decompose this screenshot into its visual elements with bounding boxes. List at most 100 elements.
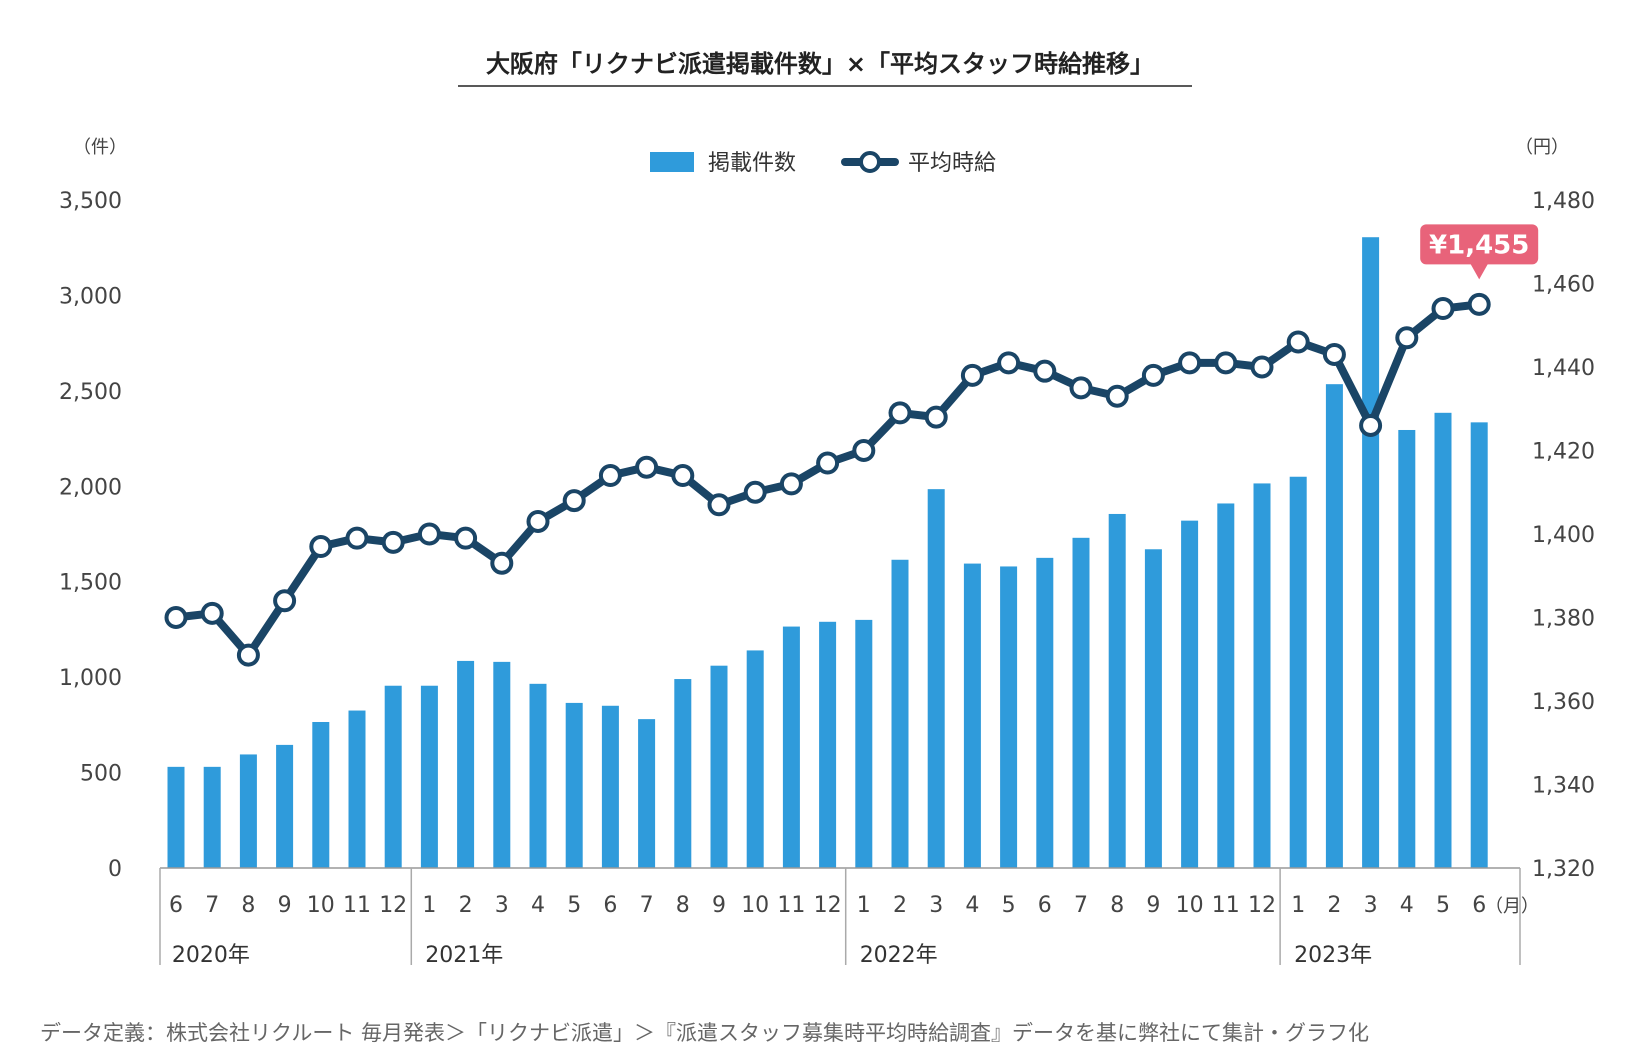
bar xyxy=(276,744,294,868)
x-tick-label: 12 xyxy=(1248,893,1276,918)
line-point xyxy=(707,493,731,517)
left-axis-ticks: 0 500 1,000 1,500 2,000 2,500 3,000 3,500 xyxy=(59,189,122,882)
bar xyxy=(855,619,873,868)
line-point xyxy=(381,530,405,554)
line-point xyxy=(1322,342,1346,366)
bar xyxy=(891,559,909,868)
bar xyxy=(348,710,366,868)
line-point xyxy=(1033,359,1057,383)
bar xyxy=(927,489,945,868)
bar xyxy=(710,665,728,868)
bar xyxy=(782,626,800,868)
x-tick-label: 6 xyxy=(169,893,183,918)
left-tick-label: 1,000 xyxy=(59,666,122,691)
year-label: 2023年 xyxy=(1294,943,1372,968)
bar xyxy=(529,683,547,868)
left-tick-label: 3,500 xyxy=(59,189,122,214)
legend-bar-swatch xyxy=(650,152,694,172)
right-tick-label: 1,380 xyxy=(1532,607,1595,632)
line-point xyxy=(526,509,550,533)
x-tick-label: 7 xyxy=(205,893,219,918)
line-point xyxy=(417,522,441,546)
line-point xyxy=(888,401,912,425)
right-tick-label: 1,400 xyxy=(1532,523,1595,548)
right-tick-label: 1,480 xyxy=(1532,189,1595,214)
legend: 掲載件数 平均時給 xyxy=(650,151,996,176)
last-value-callout: ¥1,455 xyxy=(1420,224,1539,280)
legend-bar-label: 掲載件数 xyxy=(708,151,796,176)
line-point xyxy=(273,589,297,613)
bar xyxy=(1181,520,1199,868)
line-point xyxy=(345,526,369,550)
legend-line-marker xyxy=(859,151,881,173)
legend-line-label: 平均時給 xyxy=(908,151,996,176)
bar xyxy=(384,685,402,868)
right-tick-label: 1,360 xyxy=(1532,690,1595,715)
right-tick-label: 1,320 xyxy=(1532,857,1595,882)
year-label: 2021年 xyxy=(425,943,503,968)
callout-pointer xyxy=(1470,263,1489,280)
year-label: 2022年 xyxy=(860,943,938,968)
bar-series xyxy=(167,237,1488,868)
line-point xyxy=(236,643,260,667)
bar xyxy=(601,705,619,868)
line-point xyxy=(852,439,876,462)
x-tick-label: 4 xyxy=(965,893,979,918)
bar xyxy=(1362,237,1380,868)
bar xyxy=(1398,429,1416,868)
line-point xyxy=(562,489,586,513)
line-point xyxy=(1431,297,1455,321)
line-point xyxy=(454,526,478,550)
left-tick-label: 500 xyxy=(80,762,122,787)
x-tick-label: 3 xyxy=(495,893,509,918)
chart-title: 大阪府「リクナビ派遣掲載件数」×「平均スタッフ時給推移」 xyxy=(486,50,1154,78)
source-note: データ定義：株式会社リクルート 毎月発表＞「リクナビ派遣」＞『派遣スタッフ募集時… xyxy=(40,1021,1369,1045)
callout-box xyxy=(1420,224,1539,265)
x-tick-label: 2 xyxy=(1327,893,1341,918)
bar xyxy=(963,563,981,868)
x-tick-label: 1 xyxy=(1291,893,1305,918)
x-tick-label: 4 xyxy=(1400,893,1414,918)
x-tick-label: 5 xyxy=(1002,893,1016,918)
line-point xyxy=(1250,355,1274,379)
x-tick-label: 6 xyxy=(1472,893,1486,918)
line-point xyxy=(1359,413,1383,437)
right-tick-label: 1,420 xyxy=(1532,440,1595,465)
x-tick-label: 9 xyxy=(1146,893,1160,918)
line-point xyxy=(1395,326,1419,350)
line-point xyxy=(924,405,948,429)
line-point xyxy=(598,464,622,488)
bar xyxy=(1434,412,1452,868)
bar xyxy=(565,702,583,868)
x-axis-labels: 6 7 8 9 10 11 12 1 2 3 4 5 6 7 8 9 10 11 12 1 2 3 4 5 6 7 8 9 10 11 12… xyxy=(169,893,1539,918)
right-tick-label: 1,340 xyxy=(1532,774,1595,799)
line-point xyxy=(671,464,695,488)
bar xyxy=(1072,537,1090,868)
year-label: 2020年 xyxy=(172,943,250,968)
bar xyxy=(674,679,692,868)
axis-lines xyxy=(159,867,1521,965)
bar xyxy=(167,766,185,868)
x-tick-label: 10 xyxy=(307,893,335,918)
year-labels: 2020年 2021年 2022年 2023年 xyxy=(172,943,1372,968)
x-tick-label: 2 xyxy=(459,893,473,918)
x-tick-label: 11 xyxy=(777,893,805,918)
x-tick-label: 11 xyxy=(1212,893,1240,918)
right-tick-label: 1,440 xyxy=(1532,356,1595,381)
left-tick-label: 2,500 xyxy=(59,380,122,405)
line-point xyxy=(309,535,333,559)
line-point xyxy=(1069,376,1093,400)
line-point xyxy=(960,363,984,387)
bar xyxy=(819,621,837,868)
line-path xyxy=(172,300,1484,660)
right-tick-label: 1,460 xyxy=(1532,273,1595,298)
bar xyxy=(1036,557,1054,868)
line-point xyxy=(743,480,767,504)
bar xyxy=(746,650,764,868)
x-axis-unit: （月） xyxy=(1485,896,1539,917)
bar xyxy=(1253,483,1271,868)
x-tick-label: 1 xyxy=(422,893,436,918)
line-point xyxy=(200,601,224,625)
x-tick-label: 11 xyxy=(343,893,371,918)
